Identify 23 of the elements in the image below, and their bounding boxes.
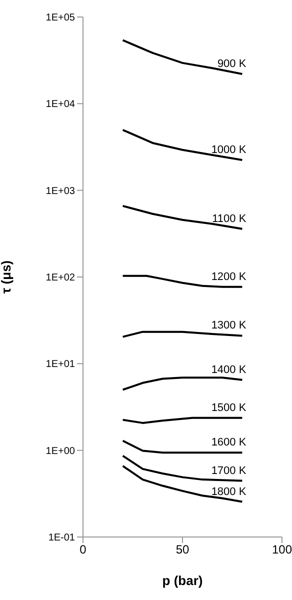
series-label: 1100 K <box>212 212 247 225</box>
series-label: 1000 K <box>211 144 247 156</box>
series-label: 1300 K <box>211 320 247 332</box>
series-label: 1500 K <box>211 402 247 414</box>
series-label: 1800 K <box>211 486 247 498</box>
y-tick-label: 1E+01 <box>46 359 76 370</box>
series-label: 1600 K <box>211 436 247 449</box>
y-tick-label: 1E-01 <box>48 532 76 544</box>
x-axis-title: p (bar) <box>162 573 203 588</box>
y-axis-title: τ (μs) <box>0 260 14 294</box>
y-tick-label: 1E+05 <box>46 12 76 24</box>
line-series <box>122 376 244 391</box>
x-tick-label: 50 <box>176 542 190 557</box>
y-tick-label: 1E+03 <box>46 186 76 197</box>
x-tick-label: 0 <box>80 542 87 557</box>
series-label: 1700 K <box>211 464 247 477</box>
y-tick-label: 1E+02 <box>46 272 76 284</box>
y-tick-label: 1E+04 <box>46 99 76 110</box>
series-label: 1400 K <box>211 364 247 376</box>
series-label: 1200 K <box>211 270 247 283</box>
series-label: 900 K <box>217 58 247 70</box>
x-tick-label: 100 <box>272 542 292 557</box>
y-tick-label: 1E+00 <box>46 446 76 457</box>
